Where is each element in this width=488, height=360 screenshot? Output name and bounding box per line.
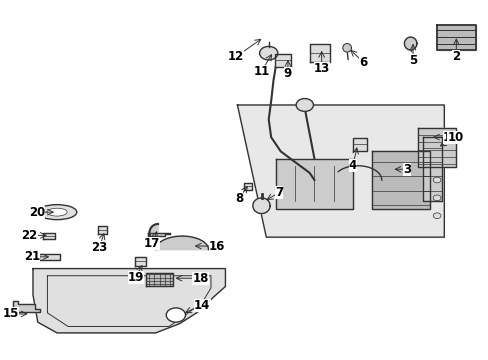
Polygon shape [42,233,55,239]
Text: 7: 7 [275,186,283,199]
Polygon shape [342,44,351,52]
Circle shape [259,46,277,60]
Polygon shape [436,24,475,50]
Text: 1: 1 [442,131,450,144]
Polygon shape [417,128,455,167]
Text: 13: 13 [313,62,329,75]
Circle shape [432,213,440,219]
Text: 23: 23 [91,240,107,254]
Text: 15: 15 [2,307,19,320]
Circle shape [432,195,440,201]
Polygon shape [371,152,429,208]
Text: 17: 17 [144,237,160,250]
Polygon shape [33,269,225,333]
Circle shape [432,177,440,183]
Polygon shape [275,158,352,208]
Polygon shape [352,138,366,150]
Circle shape [166,308,185,322]
Text: 5: 5 [408,54,416,67]
Polygon shape [252,198,269,213]
Polygon shape [309,44,329,63]
Ellipse shape [47,208,67,216]
Polygon shape [237,105,444,237]
Text: 11: 11 [253,64,269,77]
Text: 9: 9 [283,67,291,80]
Text: 3: 3 [402,163,410,176]
Text: 20: 20 [29,206,45,219]
Polygon shape [404,37,416,50]
Text: 2: 2 [451,50,460,63]
Text: 14: 14 [194,298,210,311]
Text: 12: 12 [227,50,244,63]
Polygon shape [148,233,170,237]
Text: 4: 4 [348,159,356,172]
Polygon shape [275,54,290,67]
Polygon shape [39,254,61,260]
Polygon shape [422,137,441,202]
Ellipse shape [37,204,77,220]
Text: 22: 22 [21,229,38,242]
Polygon shape [135,257,145,266]
Text: 8: 8 [234,192,243,205]
Polygon shape [98,226,107,234]
Text: 18: 18 [192,272,208,285]
Circle shape [296,99,313,111]
Polygon shape [146,273,172,286]
Text: 16: 16 [208,240,224,253]
Polygon shape [156,236,208,249]
Polygon shape [13,301,40,312]
Text: 10: 10 [447,131,463,144]
Text: 21: 21 [24,250,40,263]
Text: 6: 6 [359,55,367,69]
Polygon shape [243,183,252,190]
Text: 19: 19 [127,271,144,284]
Polygon shape [149,224,158,242]
